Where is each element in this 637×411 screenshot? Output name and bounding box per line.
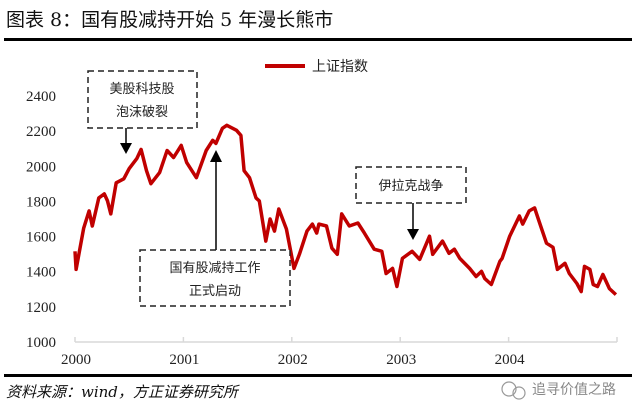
annotation-text: 美股科技股 bbox=[109, 82, 174, 97]
annotation-text: 正式启动 bbox=[189, 284, 241, 299]
annotation-box bbox=[87, 70, 198, 129]
bottom-rule bbox=[4, 374, 632, 377]
series-line-shanghai-index bbox=[73, 123, 618, 296]
legend: 上证指数 bbox=[265, 59, 368, 75]
title-rule bbox=[4, 38, 632, 41]
y-axis: 1000 1200 1400 1600 1800 2000 2200 2400 bbox=[26, 89, 56, 351]
annotation-text: 伊拉克战争 bbox=[378, 179, 443, 194]
watermark: 追寻价值之路 bbox=[501, 381, 616, 400]
y-tick-label: 2200 bbox=[26, 124, 56, 140]
x-tick-label: 2001 bbox=[169, 352, 199, 368]
x-tick-label: 2003 bbox=[386, 352, 416, 368]
annotation-box bbox=[139, 249, 291, 307]
annotation-text: 泡沫破裂 bbox=[116, 105, 168, 120]
x-tick-label: 2004 bbox=[495, 352, 526, 368]
y-tick-label: 1000 bbox=[26, 335, 56, 351]
wechat-icon bbox=[501, 381, 517, 397]
arrow-down-icon bbox=[120, 143, 132, 154]
chart-title: 图表 8：国有股减持开始 5 年漫长熊市 bbox=[6, 9, 333, 31]
wechat-icon-bubble bbox=[512, 386, 526, 400]
x-tick-label: 2000 bbox=[61, 352, 91, 368]
arrow-down-icon bbox=[407, 229, 419, 240]
y-tick-label: 1400 bbox=[26, 265, 56, 281]
watermark-text: 追寻价值之路 bbox=[532, 382, 616, 398]
y-tick-label: 2400 bbox=[26, 89, 56, 105]
annotation-text: 国有股减持工作 bbox=[169, 261, 260, 276]
annotation-iraq-war: 伊拉克战争 bbox=[355, 166, 467, 240]
legend-label: 上证指数 bbox=[312, 59, 368, 75]
source-note: 资料来源：wind，方正证券研究所 bbox=[6, 383, 240, 401]
y-tick-label: 1600 bbox=[26, 230, 56, 246]
y-tick-label: 1800 bbox=[26, 194, 56, 210]
annotation-tech-bubble: 美股科技股 泡沫破裂 bbox=[87, 70, 198, 154]
x-axis: 2000 2001 2002 2003 2004 bbox=[61, 337, 618, 368]
annotation-state-share-reduction: 国有股减持工作 正式启动 bbox=[139, 150, 291, 307]
annotation-box bbox=[355, 166, 467, 204]
x-tick-label: 2002 bbox=[278, 352, 308, 368]
y-tick-label: 1200 bbox=[26, 300, 56, 316]
y-tick-label: 2000 bbox=[26, 159, 56, 175]
arrow-up-icon bbox=[210, 150, 222, 162]
